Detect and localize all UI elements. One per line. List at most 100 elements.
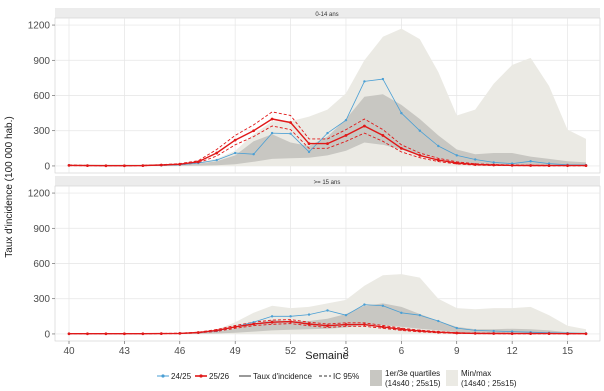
data-point-2425 bbox=[492, 329, 495, 333]
y-tick-label: 300 bbox=[33, 126, 50, 137]
panel-strip-label: 0-14 ans bbox=[315, 12, 338, 18]
y-tick-label: 1200 bbox=[28, 189, 51, 200]
y-tick-label: 900 bbox=[33, 56, 50, 67]
y-tick-label: 300 bbox=[33, 294, 50, 305]
data-point-2425 bbox=[307, 150, 311, 154]
data-point-2526 bbox=[233, 138, 237, 142]
y-axis-label: Taux d'incidence (100 000 hab.) bbox=[4, 116, 15, 257]
legend: 24/25 25/26 Taux d'incidence IC 95% 1er/… bbox=[157, 369, 517, 388]
data-point-2526 bbox=[566, 164, 569, 168]
panel-0-14: 0-14 ans 0 300 600 900 1200 bbox=[28, 8, 601, 174]
data-point-2526 bbox=[86, 164, 89, 168]
data-point-2425 bbox=[215, 158, 218, 162]
panel-strip bbox=[55, 8, 600, 18]
data-point-2526 bbox=[399, 327, 403, 331]
data-point-2526 bbox=[363, 124, 366, 128]
data-point-2425 bbox=[326, 131, 329, 135]
data-point-2526 bbox=[381, 134, 385, 137]
x-tick-label: 15 bbox=[562, 346, 574, 357]
legend-marker-2526 bbox=[199, 374, 203, 378]
data-point-2425 bbox=[529, 160, 532, 163]
legend-swatch-minmax bbox=[446, 370, 458, 386]
legend-item-quartiles[interactable]: 1er/3e quartiles (14s40 ; 25s15) bbox=[370, 369, 441, 388]
data-point-2425 bbox=[307, 313, 311, 316]
legend-item-2425[interactable]: 24/25 bbox=[157, 372, 192, 381]
legend-label-2526: 25/26 bbox=[209, 372, 230, 381]
data-point-2526 bbox=[381, 325, 385, 329]
data-point-2526 bbox=[455, 331, 459, 335]
legend-label-minmax-2: (14s40 ; 25s15) bbox=[461, 379, 517, 388]
data-point-2526 bbox=[122, 332, 126, 336]
y-tick-label: 600 bbox=[33, 259, 50, 270]
data-point-2526 bbox=[252, 129, 256, 133]
data-point-2425 bbox=[381, 304, 385, 307]
legend-item-2526[interactable]: 25/26 bbox=[195, 372, 230, 381]
legend-marker-2425 bbox=[161, 374, 165, 378]
data-point-2425 bbox=[270, 131, 274, 135]
data-point-2425 bbox=[363, 303, 366, 306]
quartile-band bbox=[69, 303, 586, 334]
data-point-2526 bbox=[270, 320, 274, 324]
data-point-2425 bbox=[474, 329, 477, 332]
data-point-2425 bbox=[418, 313, 422, 317]
data-point-2425 bbox=[381, 77, 385, 81]
data-point-2526 bbox=[233, 325, 237, 329]
data-point-2526 bbox=[141, 164, 145, 168]
legend-label-quartiles-2: (14s40 ; 25s15) bbox=[385, 379, 441, 388]
data-point-2526 bbox=[418, 329, 422, 333]
legend-item-ic[interactable]: IC 95% bbox=[319, 372, 359, 381]
data-point-2526 bbox=[344, 134, 348, 137]
data-point-2526 bbox=[566, 332, 569, 336]
data-point-2526 bbox=[159, 163, 163, 167]
data-point-2526 bbox=[326, 324, 329, 328]
data-point-2425 bbox=[400, 111, 403, 115]
data-point-2425 bbox=[492, 161, 495, 164]
data-point-2526 bbox=[289, 320, 292, 324]
data-point-2526 bbox=[473, 163, 477, 166]
data-point-2526 bbox=[584, 164, 588, 168]
y-tick-label: 0 bbox=[44, 329, 50, 340]
data-point-2526 bbox=[289, 121, 292, 124]
minmax-band bbox=[69, 274, 586, 334]
x-tick-label: 52 bbox=[285, 346, 297, 357]
data-point-2425 bbox=[270, 315, 274, 318]
data-point-2526 bbox=[178, 331, 182, 335]
data-point-2425 bbox=[400, 311, 403, 315]
minmax-band bbox=[69, 28, 586, 166]
y-tick-label: 1200 bbox=[28, 21, 51, 32]
legend-item-minmax[interactable]: Min/max (14s40 ; 25s15) bbox=[446, 369, 517, 388]
data-point-2425 bbox=[289, 132, 292, 135]
legend-item-taux[interactable]: Taux d'incidence bbox=[239, 372, 312, 381]
data-point-2425 bbox=[510, 330, 514, 333]
x-tick-label: 6 bbox=[399, 346, 405, 357]
data-point-2526 bbox=[418, 153, 422, 157]
legend-label-2425: 24/25 bbox=[171, 372, 192, 381]
data-point-2526 bbox=[307, 322, 311, 326]
data-point-2526 bbox=[529, 164, 533, 167]
data-point-2526 bbox=[122, 164, 126, 168]
x-axis: 40 43 46 49 52 3 6 9 12 15 bbox=[63, 341, 574, 357]
data-point-2526 bbox=[67, 163, 71, 167]
x-tick-label: 49 bbox=[230, 346, 242, 357]
legend-label-ic: IC 95% bbox=[333, 372, 359, 381]
data-point-2526 bbox=[86, 332, 89, 336]
data-point-2526 bbox=[510, 332, 514, 336]
data-point-2526 bbox=[363, 323, 366, 326]
data-point-2425 bbox=[344, 118, 348, 122]
data-point-2425 bbox=[455, 154, 458, 157]
data-point-2526 bbox=[436, 330, 440, 334]
data-point-2526 bbox=[547, 164, 551, 168]
x-tick-label: 43 bbox=[119, 346, 131, 357]
data-point-2526 bbox=[104, 332, 108, 336]
data-point-2425 bbox=[326, 309, 329, 312]
data-point-2425 bbox=[437, 319, 440, 323]
y-tick-label: 600 bbox=[33, 91, 50, 102]
data-point-2526 bbox=[159, 332, 163, 336]
data-point-2526 bbox=[178, 162, 182, 166]
x-tick-label: 46 bbox=[174, 346, 186, 357]
data-point-2425 bbox=[547, 162, 551, 165]
data-point-2425 bbox=[344, 313, 348, 317]
data-point-2425 bbox=[233, 151, 237, 155]
data-point-2526 bbox=[510, 163, 514, 167]
data-point-2526 bbox=[529, 332, 533, 336]
